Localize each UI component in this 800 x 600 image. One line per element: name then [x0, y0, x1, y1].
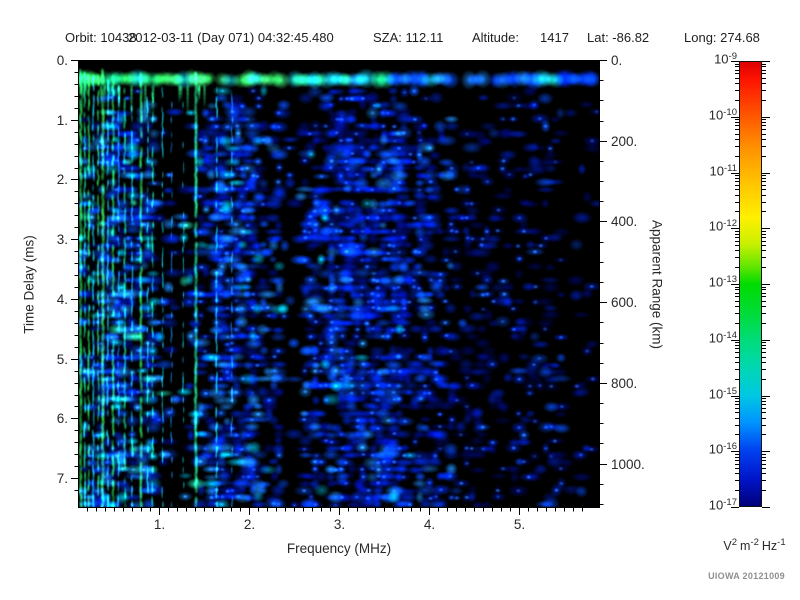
colorbar-tick-label: 10-9: [714, 51, 737, 67]
tick-label: 2.: [244, 517, 255, 532]
orbit-label: Orbit: 10438: [65, 30, 137, 45]
tick-label: 2.: [57, 172, 68, 187]
altitude-label: Altitude:: [472, 30, 519, 45]
tick-label: 4.: [424, 517, 435, 532]
tick-label: 5.: [514, 517, 525, 532]
tick-label: 7.: [57, 471, 68, 486]
y-axis-title: Time Delay (ms): [21, 235, 37, 334]
tick-label: 3.: [57, 232, 68, 247]
tick-label: 1.: [57, 113, 68, 128]
spectrogram-canvas: [78, 60, 600, 508]
altitude-value: 1417: [540, 30, 569, 45]
colorbar-tick-label: 10-13: [708, 274, 737, 290]
tick-label: 400.: [611, 214, 637, 229]
tick-label: 0.: [611, 53, 622, 68]
colorbar-tick-label: 10-14: [708, 329, 737, 346]
colorbar-tick-label: 10-11: [709, 162, 738, 179]
sza-label: SZA: 112.11: [373, 30, 444, 45]
tick-label: 800.: [611, 376, 637, 391]
colorbar-unit-label: V2 m-2 Hz-1: [723, 537, 786, 553]
tick-label: 0.: [57, 53, 68, 68]
colorbar-gradient: [739, 61, 762, 507]
colorbar-tick-label: 10-16: [708, 441, 737, 457]
lat-label: Lat: -86.82: [587, 30, 650, 45]
colorbar-tick-label: 10-15: [708, 385, 737, 402]
colorbar-tick-label: 10-17: [708, 497, 737, 513]
tick-label: 3.: [334, 517, 345, 532]
watermark: UIOWA 20121009: [708, 571, 785, 581]
long-label: Long: 274.68: [684, 30, 760, 45]
right-axis-title: Apparent Range (km): [649, 219, 665, 350]
tick-label: 5.: [57, 352, 68, 367]
observation-header: Orbit: 10438 2012-03-11 (Day 071) 04:32:…: [0, 30, 800, 46]
tick-label: 1000.: [611, 457, 645, 472]
x-axis-title: Frequency (MHz): [286, 541, 392, 556]
tick-label: 600.: [611, 295, 637, 310]
datetime-label: 2012-03-11 (Day 071) 04:32:45.480: [128, 30, 334, 45]
tick-label: 4.: [57, 292, 68, 307]
colorbar-tick-label: 10-10: [708, 106, 737, 123]
tick-label: 1.: [154, 517, 165, 532]
tick-label: 200.: [611, 134, 637, 149]
colorbar-tick-label: 10-12: [708, 218, 737, 234]
tick-label: 6.: [57, 411, 68, 426]
